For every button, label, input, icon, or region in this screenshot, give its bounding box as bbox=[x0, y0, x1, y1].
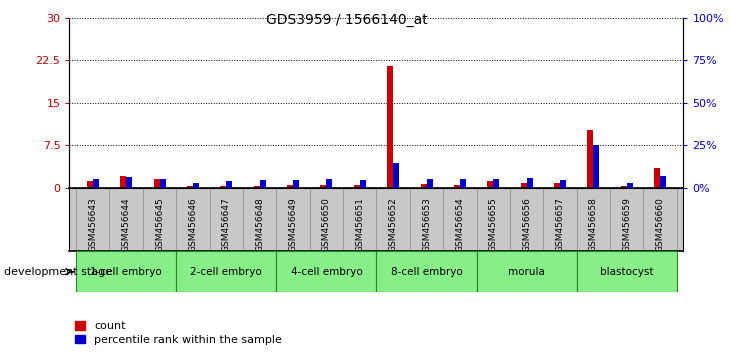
Bar bbox=[488, 181, 493, 188]
Text: GDS3959 / 1566140_at: GDS3959 / 1566140_at bbox=[266, 12, 428, 27]
Text: GSM456649: GSM456649 bbox=[289, 197, 298, 252]
Bar bbox=[594, 145, 599, 188]
Text: GSM456653: GSM456653 bbox=[422, 197, 431, 252]
Bar bbox=[159, 179, 165, 188]
Bar bbox=[520, 183, 526, 188]
Bar bbox=[577, 251, 677, 292]
Bar bbox=[327, 179, 333, 188]
Bar bbox=[120, 176, 126, 188]
Bar bbox=[293, 180, 299, 188]
Text: 1-cell embryo: 1-cell embryo bbox=[91, 267, 162, 277]
Text: GSM456654: GSM456654 bbox=[455, 197, 464, 252]
Bar bbox=[526, 178, 533, 188]
Bar bbox=[387, 66, 393, 188]
Bar bbox=[220, 185, 227, 188]
Text: morula: morula bbox=[508, 267, 545, 277]
Bar bbox=[193, 183, 199, 188]
Bar bbox=[393, 163, 399, 188]
Text: GSM456655: GSM456655 bbox=[489, 197, 498, 252]
Text: GSM456645: GSM456645 bbox=[155, 197, 164, 252]
Bar bbox=[93, 179, 99, 188]
Bar bbox=[621, 186, 626, 188]
Bar bbox=[626, 183, 633, 188]
Text: 8-cell embryo: 8-cell embryo bbox=[390, 267, 463, 277]
Text: GSM456647: GSM456647 bbox=[221, 197, 231, 252]
Text: GSM456658: GSM456658 bbox=[589, 197, 598, 252]
Bar bbox=[360, 180, 366, 188]
Bar bbox=[254, 185, 260, 188]
Text: GSM456651: GSM456651 bbox=[355, 197, 364, 252]
Text: GSM456644: GSM456644 bbox=[121, 197, 131, 252]
Text: 2-cell embryo: 2-cell embryo bbox=[190, 267, 262, 277]
Text: GSM456660: GSM456660 bbox=[656, 197, 664, 252]
Bar bbox=[420, 184, 426, 188]
Bar bbox=[660, 176, 666, 188]
Bar bbox=[426, 179, 433, 188]
Bar bbox=[227, 181, 232, 188]
Bar bbox=[76, 251, 176, 292]
Bar bbox=[176, 251, 276, 292]
Bar bbox=[654, 169, 660, 188]
Bar bbox=[126, 177, 132, 188]
Bar bbox=[477, 251, 577, 292]
Text: GSM456646: GSM456646 bbox=[189, 197, 197, 252]
Bar bbox=[287, 185, 293, 188]
Bar bbox=[260, 180, 265, 188]
Bar bbox=[493, 179, 499, 188]
Text: 4-cell embryo: 4-cell embryo bbox=[290, 267, 363, 277]
Text: GSM456659: GSM456659 bbox=[622, 197, 632, 252]
Text: GSM456652: GSM456652 bbox=[389, 197, 398, 252]
Bar bbox=[154, 179, 159, 188]
Bar bbox=[460, 179, 466, 188]
Text: GSM456657: GSM456657 bbox=[556, 197, 564, 252]
Bar bbox=[554, 183, 560, 188]
Bar bbox=[276, 251, 376, 292]
Bar bbox=[376, 251, 477, 292]
Text: GSM456648: GSM456648 bbox=[255, 197, 264, 252]
Text: blastocyst: blastocyst bbox=[600, 267, 654, 277]
Text: GSM456656: GSM456656 bbox=[522, 197, 531, 252]
Text: GSM456650: GSM456650 bbox=[322, 197, 331, 252]
Bar bbox=[560, 180, 566, 188]
Legend: count, percentile rank within the sample: count, percentile rank within the sample bbox=[75, 321, 281, 345]
Bar bbox=[187, 186, 193, 188]
Bar bbox=[320, 185, 327, 188]
Bar bbox=[354, 185, 360, 188]
Bar bbox=[87, 181, 93, 188]
Text: development stage: development stage bbox=[4, 267, 112, 277]
Bar bbox=[588, 130, 594, 188]
Text: GSM456643: GSM456643 bbox=[88, 197, 97, 252]
Bar bbox=[454, 185, 460, 188]
